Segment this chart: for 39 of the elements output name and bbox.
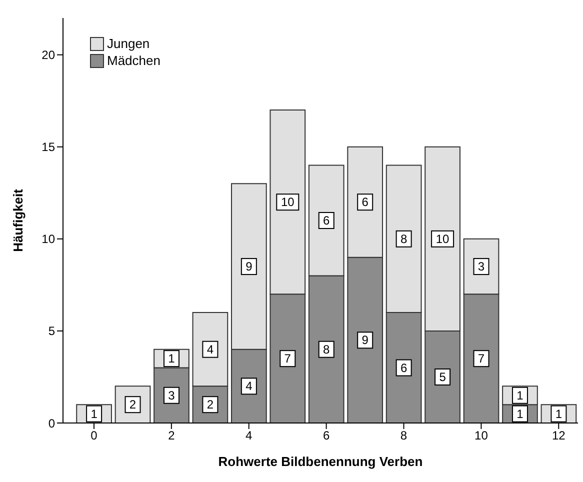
x-tick-label: 4 bbox=[246, 428, 253, 443]
data-label: 6 bbox=[323, 214, 330, 228]
x-tick-label: 8 bbox=[400, 428, 408, 443]
data-label: 6 bbox=[362, 195, 369, 210]
y-tick-label: 20 bbox=[42, 48, 56, 62]
y-axis-title: Häufigkeit bbox=[10, 188, 26, 252]
data-label: 4 bbox=[246, 379, 253, 394]
x-tick-label: 0 bbox=[90, 428, 98, 443]
y-tick-label: 0 bbox=[48, 416, 56, 430]
data-label: 1 bbox=[516, 388, 524, 402]
data-label: 8 bbox=[400, 232, 408, 246]
data-label: 1 bbox=[168, 352, 176, 366]
data-label: 6 bbox=[400, 360, 408, 375]
x-tick-label: 10 bbox=[474, 428, 488, 443]
data-label: 10 bbox=[436, 232, 450, 246]
data-label: 1 bbox=[90, 406, 98, 421]
data-label: 7 bbox=[284, 352, 292, 366]
y-tick-label: 15 bbox=[42, 140, 56, 154]
x-axis-title: Rohwerte Bildbenennung Verben bbox=[218, 454, 423, 469]
data-label: 5 bbox=[439, 370, 446, 384]
data-label: 3 bbox=[168, 388, 176, 402]
legend-label: Mädchen bbox=[106, 53, 162, 68]
y-tick-label: 5 bbox=[48, 324, 56, 338]
data-label: 1 bbox=[516, 406, 524, 421]
legend-label: Jungen bbox=[106, 36, 151, 51]
data-label: 3 bbox=[478, 260, 485, 274]
data-label: 8 bbox=[323, 342, 330, 356]
data-label: 9 bbox=[246, 260, 253, 274]
x-tick-label: 2 bbox=[168, 428, 176, 443]
x-tick-label: 6 bbox=[322, 428, 330, 443]
data-label: 9 bbox=[362, 333, 369, 348]
data-label: 10 bbox=[280, 195, 295, 210]
data-label: 4 bbox=[206, 342, 214, 356]
data-label: 7 bbox=[478, 352, 485, 366]
data-label: 1 bbox=[555, 406, 562, 421]
data-label: 2 bbox=[129, 398, 136, 412]
data-label: 2 bbox=[206, 398, 214, 412]
y-tick-label: 10 bbox=[42, 232, 56, 246]
x-tick-label: 12 bbox=[552, 428, 566, 443]
